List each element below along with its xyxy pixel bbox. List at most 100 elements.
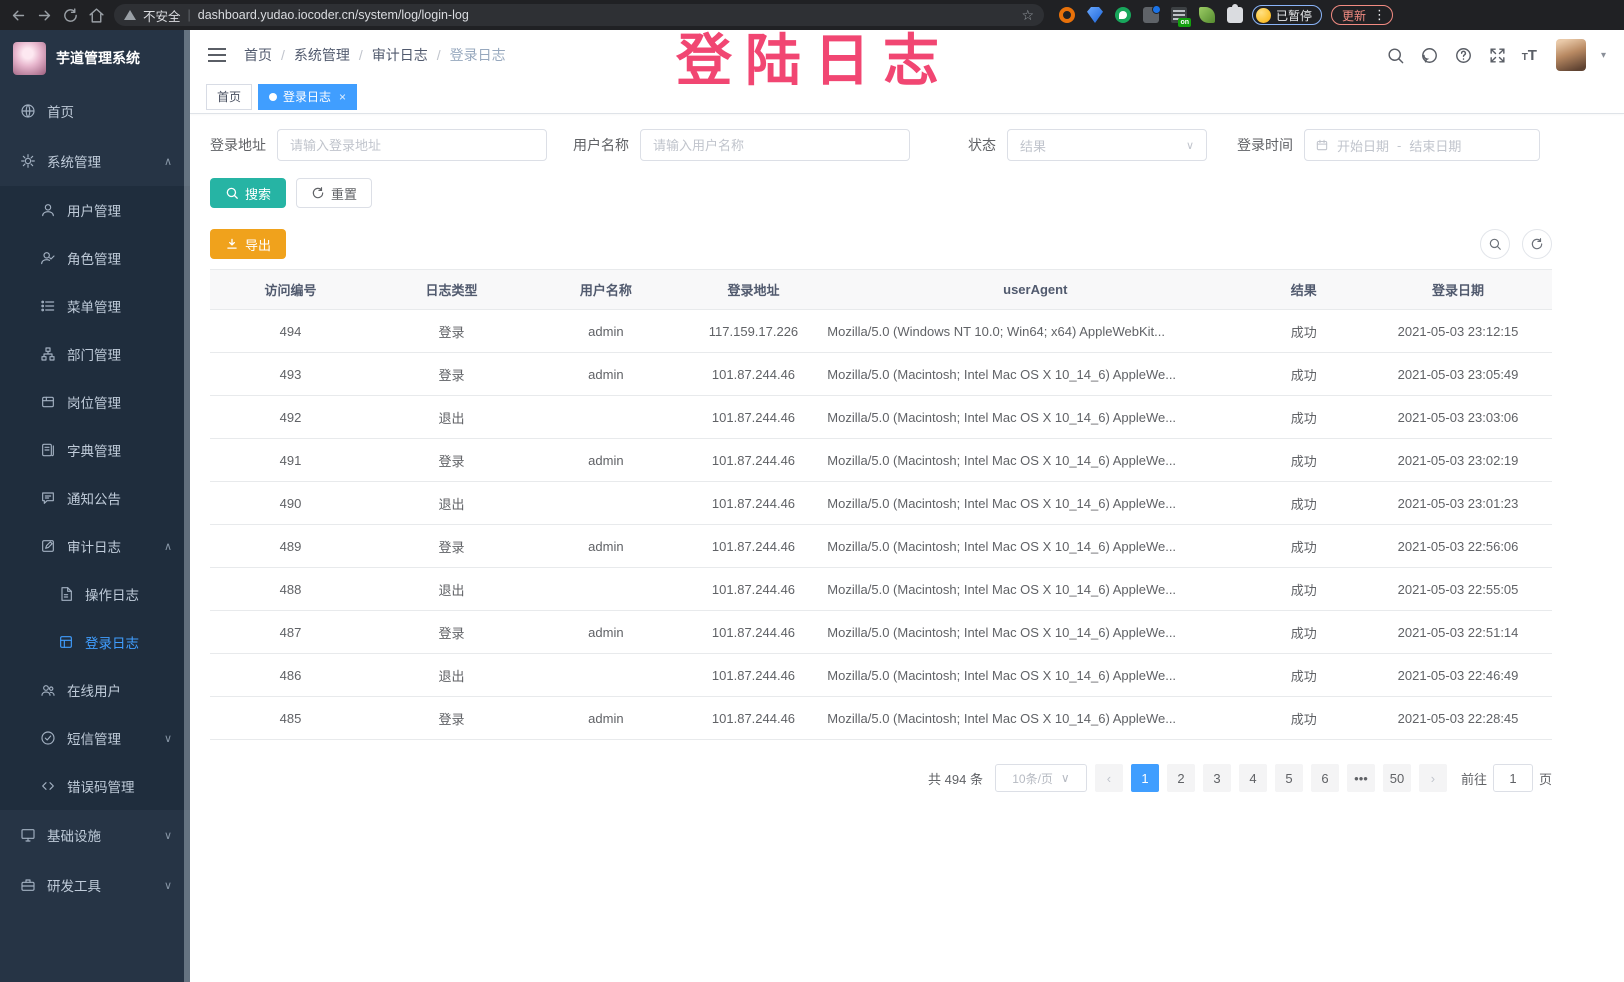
online-users-icon [40, 682, 56, 698]
page-button-3[interactable]: 3 [1202, 764, 1231, 792]
page-size-select[interactable]: 10条/页 ∨ [994, 764, 1087, 792]
profile-paused-chip[interactable]: 已暂停 [1252, 5, 1323, 25]
page-button-50[interactable]: 50 [1382, 764, 1411, 792]
download-icon [225, 237, 239, 251]
sidebar-item-错误码管理[interactable]: 错误码管理 [0, 762, 190, 810]
home-icon[interactable] [88, 7, 105, 24]
login-address-input[interactable] [277, 129, 547, 161]
sidebar-item-用户管理[interactable]: 用户管理 [0, 186, 190, 234]
cell-登录地址: 101.87.244.46 [679, 567, 828, 611]
tab-登录日志[interactable]: 登录日志 × [258, 83, 358, 110]
orange-extension-icon[interactable] [1059, 7, 1075, 23]
more-pages-button[interactable]: ••• [1346, 764, 1375, 792]
breadcrumb-item[interactable]: 审计日志 [371, 47, 428, 63]
sidebar-item-label: 菜单管理 [67, 300, 121, 315]
notice-message-icon [40, 490, 56, 506]
sidebar-item-首页[interactable]: 首页 [0, 86, 190, 136]
address-bar[interactable]: 不安全 | dashboard.yudao.iocoder.cn/system/… [114, 4, 1044, 26]
cell-日志类型: 登录 [371, 524, 533, 568]
sidebar-item-部门管理[interactable]: 部门管理 [0, 330, 190, 378]
table-row[interactable]: 491 登录 admin 101.87.244.46 Mozilla/5.0 (Maci… [210, 438, 1552, 482]
not-secure-label[interactable]: 不安全 [143, 9, 181, 24]
url-text[interactable]: dashboard.yudao.iocoder.cn/system/log/lo… [197, 8, 469, 22]
blue-gem-extension-icon[interactable] [1087, 7, 1103, 23]
end-date-placeholder[interactable]: 结束日期 [1409, 138, 1462, 154]
table-row[interactable]: 486 退出 101.87.244.46 Mozilla/5.0 (Macintosh… [210, 653, 1552, 697]
start-date-placeholder[interactable]: 开始日期 [1337, 138, 1390, 154]
page-button-2[interactable]: 2 [1166, 764, 1195, 792]
breadcrumb-separator: / [436, 47, 441, 63]
bookmark-star-icon[interactable]: ☆ [1021, 6, 1034, 23]
search-icon[interactable] [1386, 46, 1405, 65]
sidebar-item-通知公告[interactable]: 通知公告 [0, 474, 190, 522]
column-header-登录地址: 登录地址 [679, 269, 828, 310]
cell-日志类型: 退出 [371, 481, 533, 525]
table-row[interactable]: 490 退出 101.87.244.46 Mozilla/5.0 (Macintosh… [210, 481, 1552, 525]
sidebar-item-在线用户[interactable]: 在线用户 [0, 666, 190, 714]
sidebar-scrollbar[interactable] [184, 30, 190, 982]
sidebar-item-基础设施[interactable]: 基础设施 ∨ [0, 810, 190, 860]
page-button-6[interactable]: 6 [1310, 764, 1339, 792]
login-log-icon [58, 634, 74, 650]
username-input[interactable] [640, 129, 910, 161]
next-page-button[interactable]: › [1418, 764, 1447, 792]
table-row[interactable]: 492 退出 101.87.244.46 Mozilla/5.0 (Macintosh… [210, 395, 1552, 439]
cell-登录地址: 101.87.244.46 [679, 653, 828, 697]
table-row[interactable]: 485 登录 admin 101.87.244.46 Mozilla/5.0 (Maci… [210, 696, 1552, 740]
puzzle-extensions-icon[interactable] [1227, 4, 1243, 23]
table-row[interactable]: 488 退出 101.87.244.46 Mozilla/5.0 (Macintosh… [210, 567, 1552, 611]
list-on-extension-icon[interactable]: on [1171, 7, 1191, 27]
sidebar-item-岗位管理[interactable]: 岗位管理 [0, 378, 190, 426]
status-select[interactable]: 结果 ∨ [1007, 129, 1207, 161]
sidebar-item-审计日志[interactable]: 审计日志 ∧ [0, 522, 190, 570]
sidebar-item-短信管理[interactable]: 短信管理 ∨ [0, 714, 190, 762]
github-icon[interactable] [1420, 46, 1439, 65]
fullscreen-icon[interactable] [1488, 46, 1507, 65]
goto-page-input[interactable] [1492, 764, 1533, 792]
chevron-down-icon: ∨ [163, 732, 172, 745]
sidebar-item-字典管理[interactable]: 字典管理 [0, 426, 190, 474]
user-avatar[interactable] [1555, 39, 1586, 71]
page-button-4[interactable]: 4 [1238, 764, 1267, 792]
browser-menu-icon[interactable]: ⋮ [1373, 7, 1387, 22]
leaf-extension-icon[interactable] [1199, 7, 1215, 23]
tab-首页[interactable]: 首页 [206, 83, 253, 110]
table-row[interactable]: 487 登录 admin 101.87.244.46 Mozilla/5.0 (Maci… [210, 610, 1552, 654]
breadcrumb-item[interactable]: 系统管理 [293, 47, 350, 63]
chevron-down-icon: ∨ [1060, 771, 1070, 785]
table-row[interactable]: 493 登录 admin 101.87.244.46 Mozilla/5.0 (Maci… [210, 352, 1552, 396]
forward-icon[interactable] [36, 7, 53, 24]
help-icon[interactable] [1454, 46, 1473, 65]
cell-登录日期: 2021-05-03 23:01:23 [1364, 481, 1552, 525]
grid-extension-icon[interactable] [1143, 5, 1161, 23]
sidebar-item-系统管理[interactable]: 系统管理 ∧ [0, 136, 190, 186]
page-button-5[interactable]: 5 [1274, 764, 1303, 792]
tab-close-icon[interactable]: × [339, 89, 347, 104]
font-size-icon[interactable]: TT [1521, 46, 1537, 64]
sidebar-item-操作日志[interactable]: 操作日志 [0, 570, 190, 618]
search-button[interactable]: 搜索 [210, 178, 287, 208]
back-icon[interactable] [10, 7, 27, 24]
menu-fold-icon[interactable] [208, 48, 226, 62]
export-button[interactable]: 导出 [210, 229, 287, 259]
sidebar-item-菜单管理[interactable]: 菜单管理 [0, 282, 190, 330]
breadcrumb-item[interactable]: 首页 [244, 47, 272, 63]
green-heart-extension-icon[interactable] [1115, 7, 1131, 23]
hide-search-button[interactable] [1480, 229, 1510, 259]
sidebar-logo-row[interactable]: 芋道管理系统 [0, 30, 190, 86]
sidebar-item-登录日志[interactable]: 登录日志 [0, 618, 190, 666]
avatar-caret-icon[interactable]: ▾ [1600, 49, 1606, 61]
sidebar-item-角色管理[interactable]: 角色管理 [0, 234, 190, 282]
table-row[interactable]: 489 登录 admin 101.87.244.46 Mozilla/5.0 (Maci… [210, 524, 1552, 568]
update-button[interactable]: 更新 ⋮ [1331, 5, 1394, 25]
prev-page-button[interactable]: ‹ [1094, 764, 1123, 792]
sidebar-item-label: 基础设施 [47, 829, 101, 844]
reset-button[interactable]: 重置 [296, 178, 373, 208]
date-range-picker[interactable]: 开始日期 - 结束日期 [1304, 129, 1540, 161]
sidebar-item-研发工具[interactable]: 研发工具 ∨ [0, 860, 190, 910]
table-row[interactable]: 494 登录 admin 117.159.17.226 Mozilla/5.0 (Win… [210, 309, 1552, 353]
reload-icon[interactable] [62, 7, 79, 24]
refresh-table-button[interactable] [1522, 229, 1552, 259]
table-body: 494 登录 admin 117.159.17.226 Mozilla/5.0 (Win… [210, 309, 1552, 740]
page-button-1[interactable]: 1 [1130, 764, 1159, 792]
